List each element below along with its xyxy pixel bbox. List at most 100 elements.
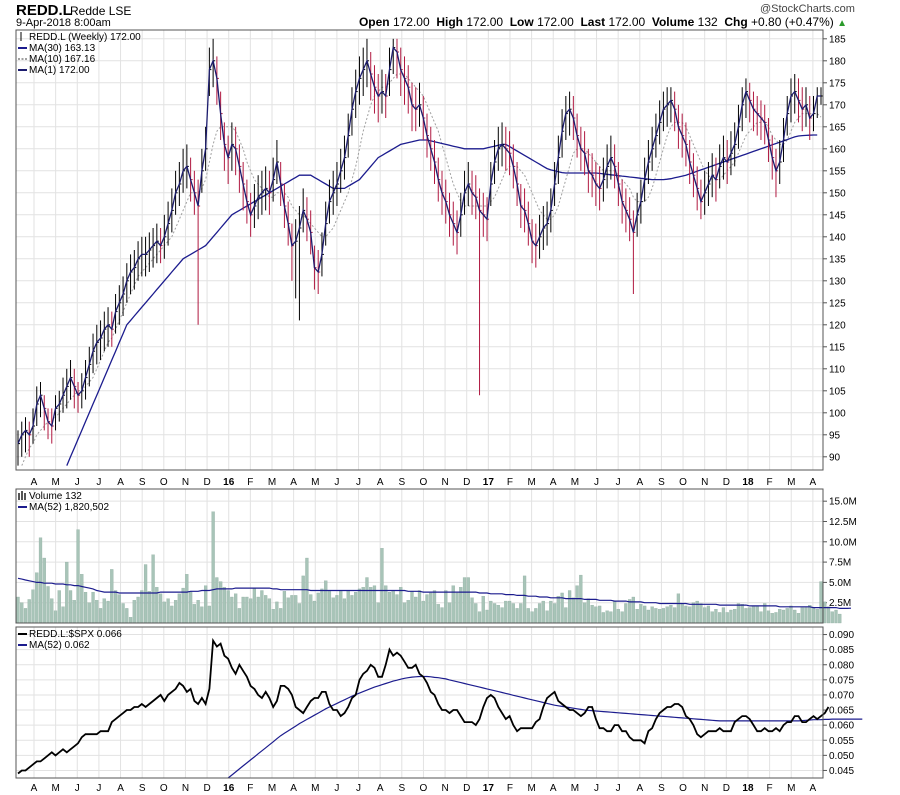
ratio-y-tick-label: 0.070	[829, 690, 854, 701]
volume-bar	[440, 607, 444, 624]
volume-bar	[121, 603, 125, 624]
volume-y-tick-label: 12.5M	[829, 517, 857, 528]
price-y-tick-label: 110	[829, 364, 845, 375]
volume-bar	[76, 529, 80, 624]
volume-bar	[264, 595, 268, 624]
price-x-tick-label: D	[723, 477, 730, 488]
volume-bar	[267, 598, 272, 624]
volume-bar	[80, 574, 84, 624]
volume-bar	[31, 589, 35, 624]
volume-bar	[350, 595, 354, 624]
volume-bar	[365, 577, 369, 624]
volume-bar	[46, 586, 50, 624]
high-label: High	[436, 15, 463, 29]
price-x-tick-label: J	[334, 477, 339, 488]
ratio-x-tick-label: N	[701, 783, 708, 794]
ratio-x-tick-label: F	[507, 783, 513, 794]
volume-bar	[661, 608, 666, 624]
volume-bar	[241, 596, 245, 624]
volume-bar	[185, 574, 189, 624]
ratio-y-tick-label: 0.045	[829, 766, 854, 777]
price-x-tick-label: S	[398, 477, 405, 488]
volume-bar	[474, 603, 478, 624]
ratio-y-tick-label: 0.080	[829, 660, 854, 671]
price-y-tick-label: 90	[829, 452, 841, 463]
ratio-x-tick-label: O	[420, 783, 428, 794]
volume-bar	[102, 598, 106, 624]
price-y-tick-label: 105	[829, 386, 846, 397]
volume-bar	[61, 606, 65, 624]
volume-bar	[372, 585, 377, 624]
price-y-tick-label: 100	[829, 408, 846, 419]
ratio-y-tick-label: 0.090	[829, 630, 854, 641]
volume-bar	[481, 596, 485, 624]
volume-bar	[346, 591, 350, 624]
volume-bar	[789, 605, 793, 624]
volume-bar	[128, 617, 133, 624]
volume-bar	[327, 590, 332, 624]
price-y-tick-label: 120	[829, 320, 846, 331]
ratio-x-tick-label: D	[463, 783, 470, 794]
volume-bar	[335, 595, 339, 624]
volume-bar	[462, 577, 467, 624]
price-x-tick-label: D	[203, 477, 210, 488]
volume-bar	[421, 600, 425, 624]
volume-bar	[609, 611, 613, 624]
price-x-tick-label: M	[527, 477, 535, 488]
high-value: 172.00	[466, 15, 504, 29]
volume-bar	[219, 581, 223, 624]
volume-bar	[166, 598, 170, 624]
ratio-x-tick-label: 16	[223, 783, 235, 794]
ratio-y-tick-label: 0.060	[829, 721, 854, 732]
volume-bar	[279, 608, 283, 624]
chart-date: 9-Apr-2018 8:00am	[16, 17, 111, 29]
volume-bar	[16, 596, 20, 624]
volume-bar	[650, 606, 654, 624]
volume-bar	[237, 608, 242, 624]
volume-bar	[541, 600, 545, 624]
volume-bar	[387, 591, 392, 624]
price-legend-text: MA(1) 172.00	[29, 65, 90, 76]
volume-bar	[87, 602, 91, 624]
volume-legend-swatch	[24, 493, 26, 500]
volume-bar	[778, 609, 782, 624]
volume-bar	[181, 587, 185, 624]
volume-bar	[571, 597, 575, 624]
price-x-tick-label: S	[139, 477, 146, 488]
volume-bar	[838, 613, 842, 624]
volume-bar	[669, 604, 673, 624]
volume-bar	[500, 607, 504, 624]
price-y-tick-label: 125	[829, 298, 846, 309]
volume-bar	[643, 605, 647, 624]
volume-legend-text: MA(52) 1,820,502	[29, 502, 109, 513]
ratio-y-tick-label: 0.050	[829, 751, 854, 762]
volume-bar	[699, 603, 703, 624]
volume-bar	[815, 609, 819, 624]
ratio-x-tick-label: J	[616, 783, 621, 794]
volume-bar	[162, 601, 166, 624]
exchange-label: LSE	[108, 4, 132, 18]
ratio-x-tick-label: F	[767, 783, 773, 794]
volume-bar	[680, 603, 684, 624]
volume-bar	[132, 600, 136, 624]
volume-bar	[320, 588, 324, 624]
volume-bar	[748, 607, 752, 624]
volume-bar	[98, 608, 103, 624]
ticker-symbol: REDD.L	[16, 2, 72, 19]
volume-bar	[808, 604, 812, 624]
ratio-x-tick-label: 18	[742, 783, 754, 794]
ratio-x-tick-label: N	[441, 783, 448, 794]
volume-bar	[804, 606, 808, 624]
volume-bar	[673, 607, 677, 624]
volume-legend-text: Volume 132	[29, 491, 82, 502]
ratio-x-tick-label: N	[182, 783, 189, 794]
volume-bar	[342, 598, 347, 624]
volume-bar	[380, 548, 384, 624]
ratio-y-tick-label: 0.055	[829, 736, 854, 747]
volume-bar	[455, 592, 459, 624]
volume-bar	[444, 590, 448, 624]
price-x-tick-label: 17	[483, 477, 495, 488]
volume-ma52-line	[17, 577, 852, 610]
volume-bar	[590, 604, 594, 624]
volume-bar	[830, 611, 834, 624]
